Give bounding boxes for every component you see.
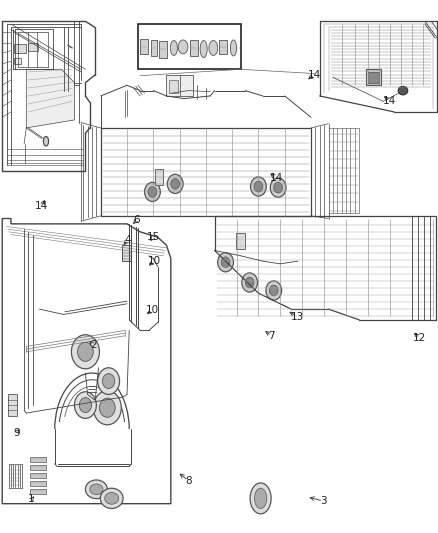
Text: 10: 10 (146, 305, 159, 315)
Ellipse shape (254, 488, 267, 508)
Ellipse shape (250, 483, 271, 514)
Bar (8, 394, 17, 416)
Polygon shape (26, 69, 74, 128)
Circle shape (270, 178, 286, 197)
Circle shape (102, 374, 115, 389)
Bar (138, 24, 241, 69)
Text: 1: 1 (28, 495, 35, 504)
Circle shape (171, 179, 180, 189)
Circle shape (269, 285, 278, 296)
Text: 10: 10 (148, 256, 161, 266)
Bar (28, 43, 38, 51)
Circle shape (79, 398, 92, 413)
Circle shape (98, 368, 120, 394)
Ellipse shape (178, 40, 188, 54)
Ellipse shape (100, 488, 123, 508)
Bar (190, 40, 198, 56)
Bar (30, 465, 46, 470)
Ellipse shape (230, 40, 237, 56)
Bar (30, 457, 46, 462)
Text: 15: 15 (147, 232, 160, 242)
Circle shape (71, 335, 99, 369)
Bar (155, 169, 163, 185)
Bar (159, 41, 167, 58)
Text: 12: 12 (413, 333, 426, 343)
Circle shape (99, 398, 115, 417)
Text: 9: 9 (13, 428, 20, 438)
Bar (140, 39, 148, 54)
Circle shape (274, 182, 283, 193)
Ellipse shape (90, 484, 103, 495)
Bar (368, 72, 379, 83)
Text: 3: 3 (320, 496, 327, 506)
Circle shape (78, 342, 93, 361)
Bar (30, 481, 46, 486)
Ellipse shape (398, 86, 408, 95)
Text: 13: 13 (290, 312, 304, 321)
Bar (30, 489, 46, 494)
Text: 6: 6 (133, 215, 140, 224)
Bar (236, 233, 245, 249)
Bar (30, 473, 46, 478)
Circle shape (167, 174, 183, 193)
Circle shape (145, 182, 160, 201)
Ellipse shape (209, 41, 218, 55)
Ellipse shape (200, 41, 207, 58)
Text: 14: 14 (383, 96, 396, 106)
Circle shape (242, 273, 258, 292)
Text: 14: 14 (308, 70, 321, 79)
Text: 2: 2 (90, 341, 97, 350)
Ellipse shape (43, 136, 49, 146)
Ellipse shape (170, 41, 177, 55)
Polygon shape (366, 69, 381, 85)
Circle shape (218, 253, 233, 272)
Ellipse shape (85, 480, 107, 499)
Bar (14, 44, 26, 53)
Circle shape (148, 187, 157, 197)
Circle shape (245, 277, 254, 288)
Circle shape (93, 391, 121, 425)
Bar (219, 40, 227, 54)
Circle shape (251, 177, 266, 196)
Text: 7: 7 (268, 331, 275, 341)
Circle shape (266, 281, 282, 300)
Text: 14: 14 (269, 173, 283, 183)
Bar (122, 245, 131, 261)
Circle shape (221, 257, 230, 268)
Bar (14, 58, 21, 64)
Circle shape (254, 181, 263, 192)
Bar (166, 75, 193, 96)
Polygon shape (2, 219, 171, 504)
Text: 8: 8 (185, 476, 192, 486)
Ellipse shape (105, 492, 119, 504)
Text: 4: 4 (124, 235, 131, 245)
Bar (169, 80, 178, 93)
Circle shape (74, 392, 96, 418)
Text: 14: 14 (35, 201, 48, 211)
Bar (151, 40, 157, 56)
